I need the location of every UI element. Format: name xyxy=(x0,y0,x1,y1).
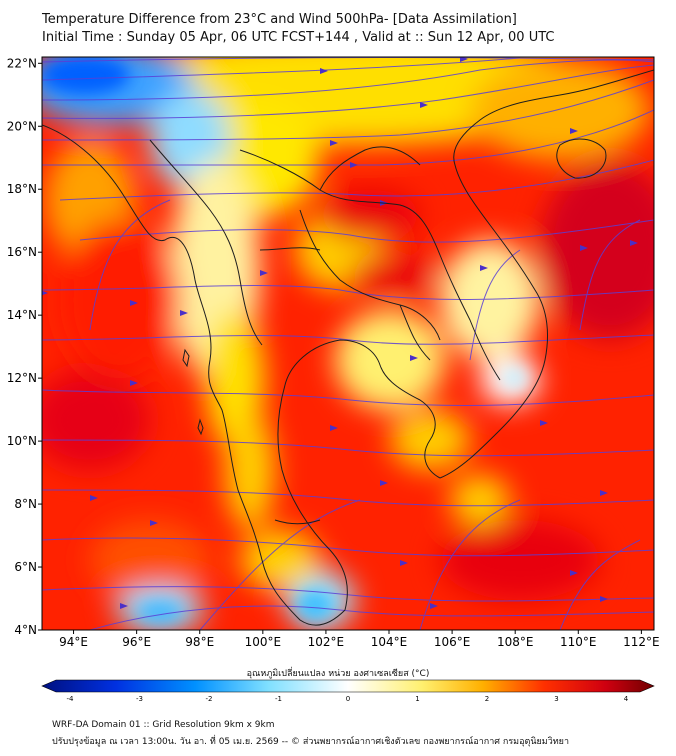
wind-streamlines xyxy=(42,57,654,630)
lon-tick-label: 102°E xyxy=(308,635,345,649)
lat-tick-label: 18°N xyxy=(7,182,37,196)
colorbar-ramp xyxy=(41,679,655,693)
colorbar-tick-label: 4 xyxy=(624,695,629,703)
plot-frame xyxy=(41,56,655,631)
lon-tick-label: 96°E xyxy=(122,635,151,649)
lon-tick-label: 112°E xyxy=(623,635,660,649)
lon-tick-label: 100°E xyxy=(245,635,282,649)
lat-tick-label: 6°N xyxy=(14,560,37,574)
lon-tick-label: 108°E xyxy=(497,635,534,649)
lat-tick-label: 22°N xyxy=(7,56,37,70)
lat-tick-label: 4°N xyxy=(14,623,37,637)
temperature-field xyxy=(42,57,654,630)
lon-tick-label: 98°E xyxy=(185,635,214,649)
lon-tick-label: 94°E xyxy=(59,635,88,649)
latitude-axis: 22°N 20°N 18°N 16°N 14°N 12°N 10°N 8°N 6°N 4°N xyxy=(7,56,42,637)
lon-tick-label: 104°E xyxy=(371,635,408,649)
lat-tick-label: 10°N xyxy=(7,434,37,448)
colorbar-tick-label: 0 xyxy=(346,695,350,703)
colorbar-tick-label: 1 xyxy=(415,695,419,703)
colorbar-title: อุณหภูมิเปลี่ยนแปลง หน่วย องศาเซลเซียส (… xyxy=(246,669,430,679)
colorbar-tick-label: -2 xyxy=(206,695,213,703)
colorbar-tick-label: 3 xyxy=(554,695,558,703)
colorbar-tick-label: -1 xyxy=(275,695,282,703)
colorbar: -4 -3 -2 -1 0 1 2 3 4 xyxy=(41,679,655,703)
colorbar-ticks: -4 -3 -2 -1 0 1 2 3 4 xyxy=(67,695,629,703)
chart-title: Temperature Difference from 23°C and Win… xyxy=(42,12,517,27)
coastlines xyxy=(42,69,654,626)
lat-tick-label: 16°N xyxy=(7,245,37,259)
lat-tick-label: 12°N xyxy=(7,371,37,385)
footer-model-info: WRF-DA Domain 01 :: Grid Resolution 9km … xyxy=(52,720,275,730)
lat-tick-label: 14°N xyxy=(7,308,37,322)
colorbar-tick-label: -4 xyxy=(67,695,75,703)
chart-subtitle: Initial Time : Sunday 05 Apr, 06 UTC FCS… xyxy=(42,30,555,45)
lon-tick-label: 106°E xyxy=(434,635,471,649)
colorbar-tick-label: 2 xyxy=(485,695,489,703)
lon-tick-label: 110°E xyxy=(560,635,597,649)
lat-tick-label: 20°N xyxy=(7,119,37,133)
wind-arrows xyxy=(42,57,638,609)
lat-tick-label: 8°N xyxy=(14,497,37,511)
colorbar-tick-label: -3 xyxy=(136,695,143,703)
footer-credit: ปรับปรุงข้อมูล ณ เวลา 13:00น. วัน อา. ที… xyxy=(52,737,570,747)
longitude-axis: 94°E 96°E 98°E 100°E 102°E 104°E 106°E 108°E 110… xyxy=(59,630,660,649)
